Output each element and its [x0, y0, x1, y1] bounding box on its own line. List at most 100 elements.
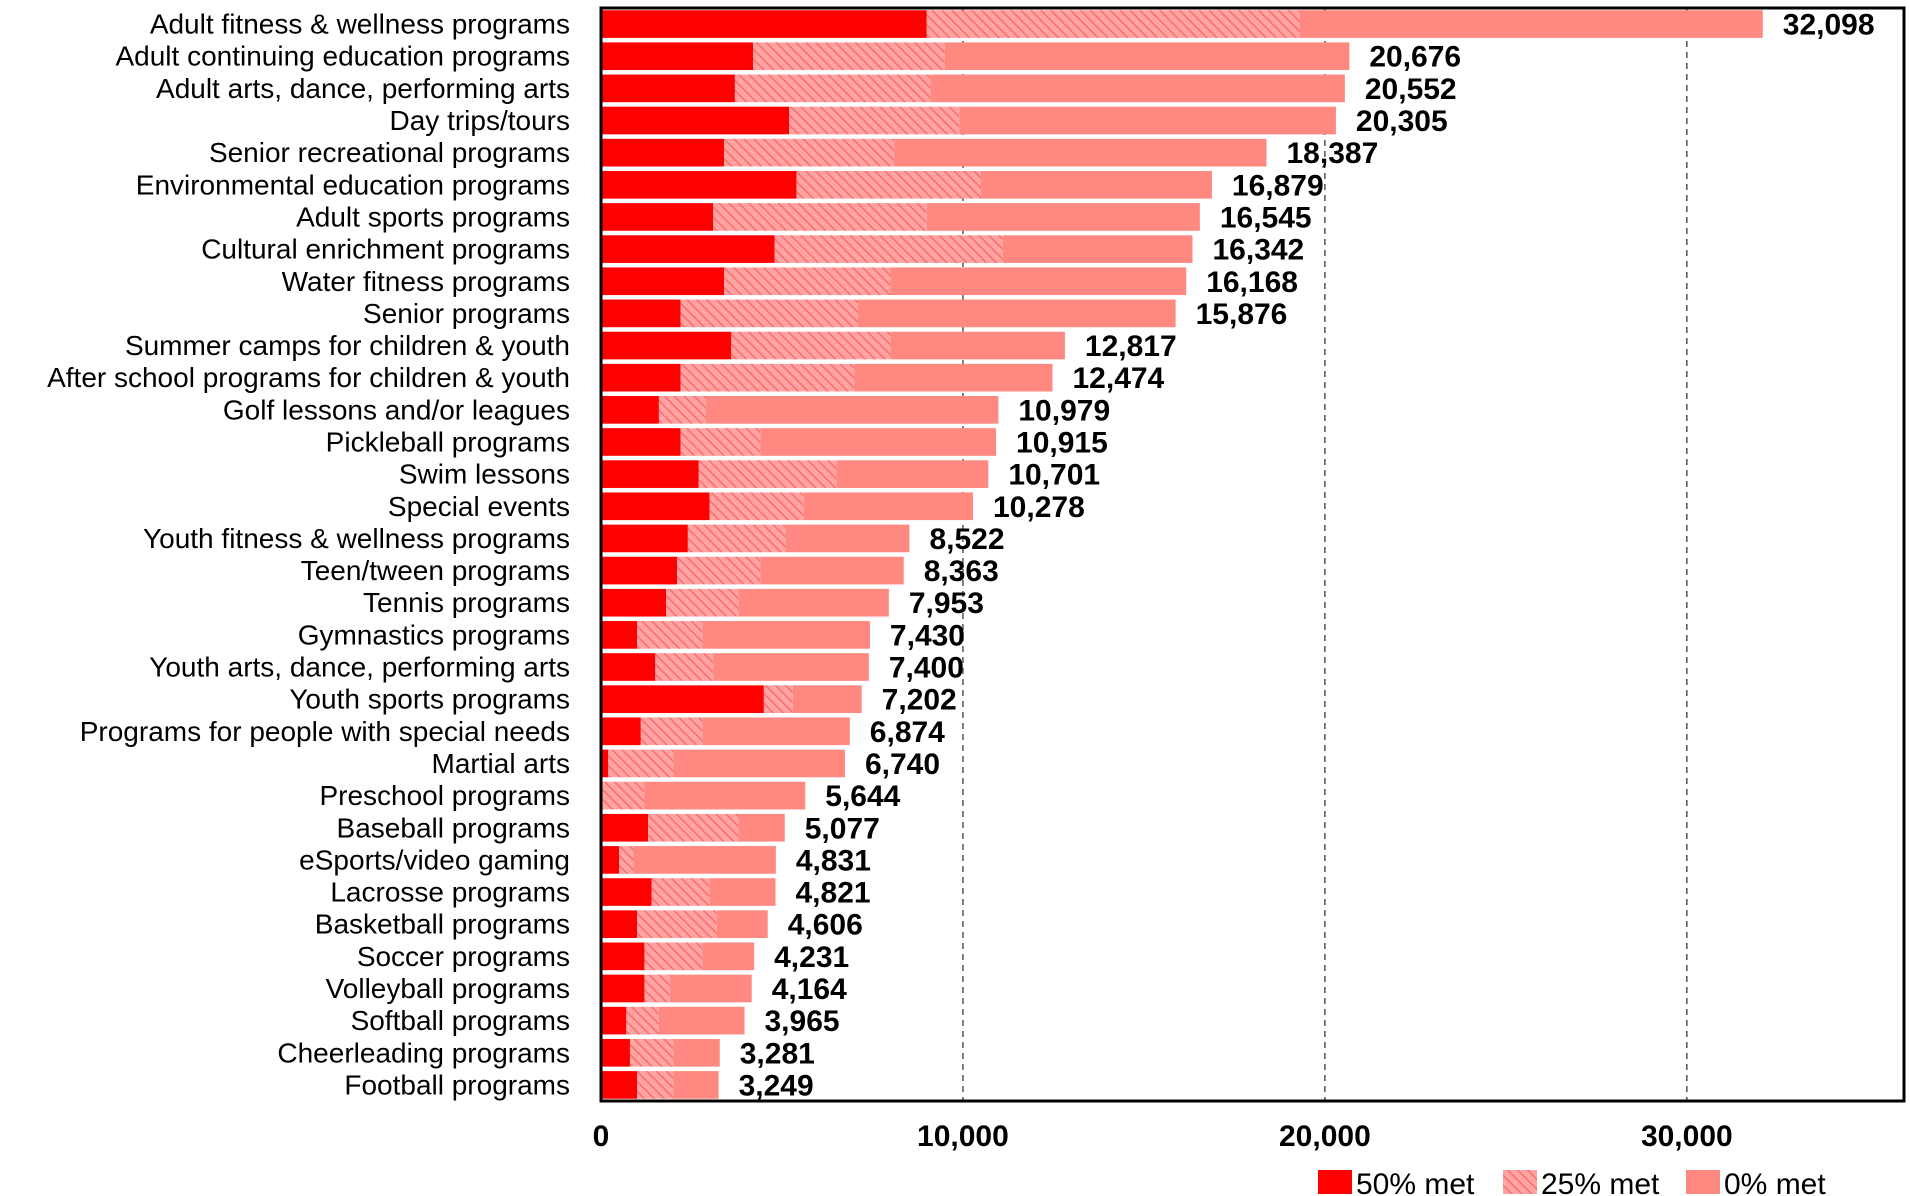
- bar-segment-met0: [644, 781, 806, 810]
- bar-segment-met0: [738, 813, 785, 842]
- total-label: 10,915: [1016, 426, 1108, 459]
- bar-segment-met50: [601, 749, 609, 778]
- total-label: 7,202: [882, 684, 957, 717]
- total-label: 20,305: [1356, 105, 1448, 138]
- bar-segment-met50: [601, 621, 638, 649]
- bar-segment-met0: [658, 1006, 745, 1035]
- bar-segment-met50: [601, 299, 681, 328]
- bar-segment-met25: [608, 749, 674, 778]
- total-label: 5,077: [805, 812, 880, 845]
- bar-segment-met0: [854, 363, 1053, 392]
- bar-segment-met25: [753, 42, 945, 71]
- bar-segment-met25: [680, 299, 858, 328]
- bar-segment-met50: [601, 1006, 627, 1035]
- category-label: Softball programs: [351, 1005, 570, 1036]
- bar-segment-met0: [1299, 10, 1763, 38]
- bar-segment-met0: [894, 138, 1267, 167]
- total-label: 3,249: [739, 1069, 814, 1102]
- category-label: Teen/tween programs: [301, 555, 570, 586]
- total-label: 4,164: [772, 973, 847, 1006]
- bar-segment-met50: [601, 428, 681, 456]
- x-tick-label: 30,000: [1641, 1120, 1733, 1153]
- bar-segment-met25: [796, 170, 982, 199]
- legend-label: 25% met: [1541, 1168, 1660, 1196]
- category-label: Adult arts, dance, performing arts: [156, 73, 570, 104]
- bar-segment-met0: [716, 910, 768, 939]
- x-axis-ticks: 0 10,000 20,000 30,000: [593, 1120, 1733, 1153]
- bar-segment-met0: [1002, 235, 1193, 263]
- bar-segment-met25: [666, 588, 739, 617]
- total-label: 16,168: [1206, 266, 1298, 299]
- total-label: 4,606: [788, 909, 863, 942]
- bar-segment-met50: [601, 813, 649, 842]
- bar-segment-met50: [601, 942, 645, 971]
- bar-segment-met25: [709, 492, 804, 521]
- bar-segment-met25: [698, 460, 837, 488]
- bar-segment-met0: [709, 878, 776, 906]
- bar-segment-met25: [789, 106, 960, 135]
- bar-segment-met0: [673, 749, 845, 778]
- total-label: 3,281: [740, 1037, 815, 1070]
- bar-segment-met0: [760, 556, 904, 585]
- legend-label: 0% met: [1724, 1168, 1826, 1196]
- bar-segment-met0: [673, 1071, 719, 1099]
- x-tick-label: 0: [593, 1120, 610, 1153]
- bar-segment-met50: [601, 10, 927, 38]
- bar-segment-met50: [601, 203, 714, 231]
- category-label: Youth sports programs: [289, 684, 570, 715]
- total-label: 10,278: [993, 491, 1085, 524]
- bar-segment-met0: [713, 653, 869, 681]
- bar-segment-met0: [890, 331, 1065, 360]
- total-label: 20,552: [1365, 73, 1457, 106]
- bar-segment-met25: [677, 556, 761, 585]
- category-label: Preschool programs: [319, 780, 570, 811]
- bar-segment-met25: [713, 203, 927, 231]
- bar-segment-met0: [803, 492, 974, 521]
- total-label: 5,644: [825, 780, 900, 813]
- category-label: Lacrosse programs: [330, 877, 570, 908]
- bar-segment-met0: [702, 942, 755, 971]
- category-label: Youth arts, dance, performing arts: [149, 652, 570, 683]
- bar-segment-met0: [981, 170, 1212, 199]
- total-label: 6,874: [870, 716, 945, 749]
- category-label: Basketball programs: [315, 909, 570, 940]
- category-label: Martial arts: [432, 748, 570, 779]
- category-label: Swim lessons: [399, 459, 570, 490]
- category-label: eSports/video gaming: [299, 844, 570, 875]
- total-label: 6,740: [865, 748, 940, 781]
- bar-segment-met50: [601, 588, 667, 617]
- bar-segment-met0: [702, 621, 870, 649]
- category-label: Senior recreational programs: [209, 137, 570, 168]
- bar-segment-met50: [601, 74, 735, 103]
- total-label: 18,387: [1287, 137, 1379, 170]
- bar-segment-met0: [959, 106, 1336, 135]
- bar-segment-met0: [633, 846, 776, 874]
- bar-segment-met0: [673, 1038, 720, 1067]
- bar-segment-met50: [601, 556, 678, 585]
- bar-segment-met25: [658, 396, 706, 424]
- bar-segment-met50: [601, 363, 681, 392]
- bars: [601, 10, 1763, 1099]
- bar-segment-met25: [640, 717, 703, 746]
- category-label: Cheerleading programs: [277, 1037, 570, 1068]
- bar-segment-met50: [601, 460, 699, 488]
- bar-segment-met0: [926, 203, 1200, 231]
- total-label: 8,522: [929, 523, 1004, 556]
- bar-segment-met25: [687, 524, 786, 553]
- category-label: Golf lessons and/or leagues: [223, 394, 570, 425]
- bar-segment-met25: [926, 10, 1300, 38]
- bar-segment-met25: [680, 363, 855, 392]
- bar-segment-met25: [655, 653, 714, 681]
- total-label: 3,965: [765, 1005, 840, 1038]
- category-label: Gymnastics programs: [298, 619, 570, 650]
- bar-segment-met0: [785, 524, 910, 553]
- bar-segment-met25: [651, 878, 710, 906]
- total-label: 16,545: [1220, 201, 1312, 234]
- bar-segment-met50: [601, 396, 659, 424]
- legend-label: 50% met: [1356, 1168, 1475, 1196]
- bar-segment-met50: [601, 653, 656, 681]
- total-label: 4,821: [795, 877, 870, 910]
- bar-segment-met25: [763, 685, 793, 713]
- category-label: Pickleball programs: [326, 426, 570, 457]
